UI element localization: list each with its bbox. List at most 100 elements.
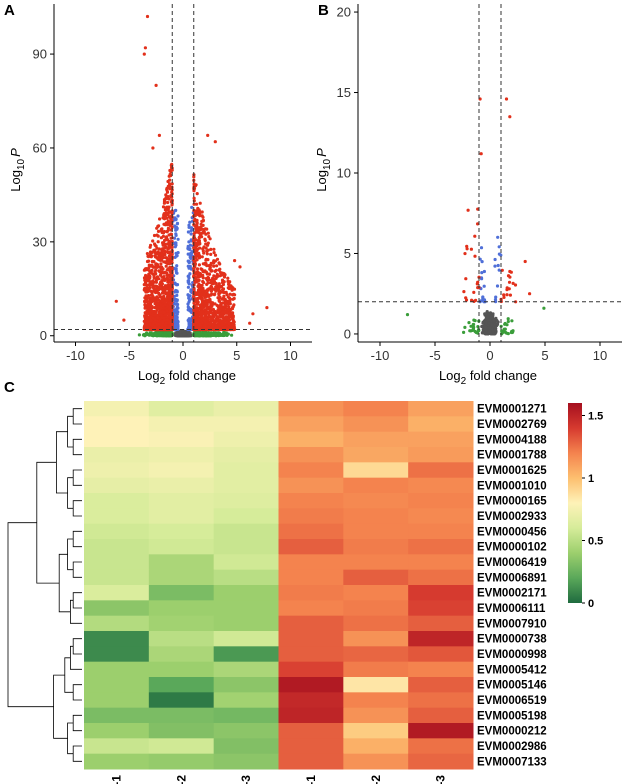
point-p-value-and-fold-change — [230, 285, 234, 289]
point-p-value-and-fold-change — [202, 312, 206, 316]
point-p-value-and-fold-change — [150, 309, 154, 313]
point-p-value-and-fold-change — [222, 307, 226, 311]
point-p-value-only — [189, 229, 193, 233]
point-p-value-and-fold-change — [170, 182, 174, 186]
point-p-value-and-fold-change — [145, 14, 150, 19]
point-p-value-and-fold-change — [206, 231, 210, 235]
point-p-value-and-fold-change — [166, 184, 170, 188]
point-p-value-only — [173, 241, 177, 245]
point-p-value-and-fold-change — [168, 255, 172, 259]
point-p-value-and-fold-change — [214, 317, 218, 321]
point-p-value-only — [186, 230, 190, 234]
point-p-value-and-fold-change — [238, 265, 242, 269]
point-fold-change-only — [137, 333, 141, 337]
point-p-value-and-fold-change — [166, 295, 170, 299]
point-p-value-and-fold-change — [159, 313, 163, 317]
point-p-value-and-fold-change — [229, 325, 233, 329]
point-p-value-only — [188, 243, 192, 247]
point-p-value-and-fold-change — [226, 286, 230, 290]
point-fold-change-only — [159, 330, 163, 334]
point-p-value-and-fold-change — [170, 163, 174, 168]
point-p-value-and-fold-change — [161, 288, 165, 292]
point-p-value-and-fold-change — [144, 294, 148, 298]
point-p-value-and-fold-change — [225, 327, 229, 331]
point-p-value-and-fold-change — [145, 300, 149, 304]
point-p-value-and-fold-change — [150, 250, 154, 254]
point-p-value-and-fold-change — [197, 256, 202, 260]
point-fold-change-only — [199, 332, 203, 336]
point-p-value-and-fold-change — [218, 262, 222, 266]
point-p-value-and-fold-change — [226, 302, 230, 306]
point-p-value-and-fold-change — [228, 292, 232, 296]
point-p-value-and-fold-change — [226, 276, 230, 280]
point-p-value-and-fold-change — [206, 275, 210, 280]
point-p-value-and-fold-change — [149, 293, 153, 297]
point-p-value-and-fold-change — [214, 275, 218, 279]
point-p-value-and-fold-change — [163, 208, 167, 212]
point-p-value-and-fold-change — [197, 282, 201, 286]
point-p-value-and-fold-change — [147, 289, 151, 293]
point-p-value-and-fold-change — [204, 258, 208, 262]
point-p-value-and-fold-change — [164, 260, 168, 265]
point-p-value-and-fold-change — [224, 299, 228, 303]
point-p-value-and-fold-change — [168, 306, 172, 310]
point-p-value-and-fold-change — [153, 318, 157, 322]
point-p-value-and-fold-change — [146, 277, 150, 282]
point-p-value-and-fold-change — [168, 291, 172, 295]
y-axis-title-a: Log10P — [8, 148, 27, 192]
point-p-value-and-fold-change — [153, 270, 157, 274]
point-p-value-and-fold-change — [156, 234, 160, 238]
point-p-value-and-fold-change — [198, 303, 202, 307]
point-p-value-and-fold-change — [170, 280, 174, 285]
point-p-value-and-fold-change — [152, 233, 157, 238]
point-p-value-and-fold-change — [265, 306, 269, 310]
point-p-value-and-fold-change — [201, 273, 205, 277]
point-p-value-only — [176, 237, 180, 241]
point-p-value-and-fold-change — [217, 309, 221, 313]
x-tick-label: -10 — [66, 348, 85, 363]
point-p-value-and-fold-change — [163, 238, 167, 242]
point-p-value-and-fold-change — [214, 289, 218, 293]
point-p-value-and-fold-change — [153, 248, 157, 252]
point-p-value-and-fold-change — [205, 264, 209, 268]
point-p-value-and-fold-change — [156, 250, 160, 254]
point-p-value-and-fold-change — [164, 264, 168, 268]
point-p-value-only — [175, 264, 179, 268]
point-p-value-and-fold-change — [202, 301, 207, 306]
point-p-value-and-fold-change — [196, 296, 201, 300]
point-p-value-and-fold-change — [217, 284, 222, 288]
point-p-value-and-fold-change — [156, 240, 160, 244]
point-not-significant — [179, 333, 183, 337]
point-p-value-and-fold-change — [144, 290, 148, 294]
point-p-value-and-fold-change — [170, 190, 174, 194]
panel-label-b: B — [318, 2, 329, 19]
x-tick-label: 5 — [233, 348, 240, 363]
point-p-value-and-fold-change — [160, 275, 164, 279]
point-p-value-and-fold-change — [213, 269, 217, 273]
point-p-value-and-fold-change — [207, 264, 211, 268]
point-p-value-and-fold-change — [221, 310, 225, 314]
point-p-value-and-fold-change — [164, 256, 168, 260]
point-p-value-and-fold-change — [227, 283, 231, 287]
point-p-value-and-fold-change — [142, 52, 146, 56]
point-p-value-only — [174, 315, 178, 319]
point-p-value-and-fold-change — [153, 302, 157, 306]
point-p-value-and-fold-change — [157, 247, 161, 251]
point-p-value-and-fold-change — [160, 325, 164, 329]
point-p-value-and-fold-change — [168, 283, 172, 287]
point-p-value-and-fold-change — [157, 292, 161, 296]
point-p-value-and-fold-change — [197, 275, 201, 279]
point-p-value-and-fold-change — [209, 318, 213, 322]
point-p-value-and-fold-change — [227, 318, 231, 322]
point-p-value-and-fold-change — [211, 278, 215, 282]
point-fold-change-only — [204, 334, 208, 338]
point-p-value-and-fold-change — [228, 313, 232, 318]
point-p-value-and-fold-change — [164, 193, 168, 197]
point-p-value-only — [174, 232, 178, 236]
point-p-value-and-fold-change — [221, 296, 225, 300]
point-p-value-and-fold-change — [192, 175, 196, 179]
point-p-value-and-fold-change — [170, 203, 174, 207]
point-p-value-and-fold-change — [151, 146, 155, 150]
point-p-value-and-fold-change — [147, 266, 151, 270]
